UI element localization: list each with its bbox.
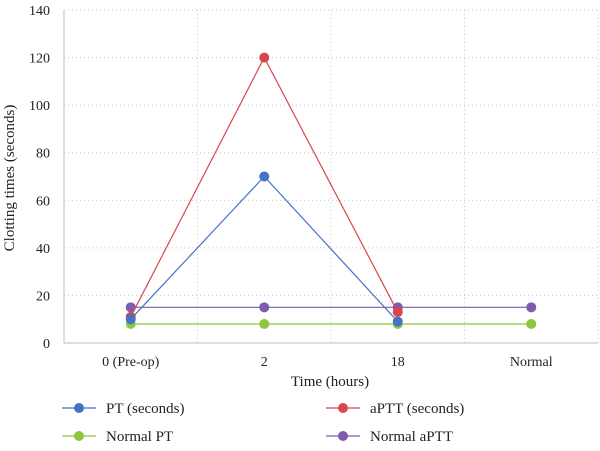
x-axis-title: Time (hours) [291, 374, 369, 390]
legend: PT (seconds) aPTT (seconds) Normal PT Norma… [62, 401, 464, 445]
legend-item: aPTT (seconds) [326, 401, 464, 417]
series-normal-pt [125, 318, 537, 329]
legend-item: Normal aPTT [326, 429, 453, 445]
data-point [259, 302, 270, 313]
y-tick-label: 60 [36, 194, 50, 209]
x-tick-label: 0 (Pre-op) [102, 355, 159, 370]
y-tick-label: 40 [36, 242, 50, 257]
legend-marker [338, 403, 348, 413]
series-lines [125, 52, 537, 329]
legend-label: aPTT (seconds) [370, 401, 464, 417]
legend-item: Normal PT [62, 429, 173, 445]
y-tick-label: 120 [29, 52, 50, 67]
legend-marker [74, 431, 84, 441]
series-line [130, 175, 399, 322]
y-tick-label: 140 [29, 4, 50, 19]
tick-labels: 0 20 40 60 80 100 120 140 0 (Pre-op) 2 18 Normal [29, 4, 553, 370]
x-tick-label: 18 [391, 355, 405, 370]
legend-label: Normal aPTT [370, 429, 453, 445]
data-point [125, 314, 136, 325]
legend-marker [338, 431, 348, 441]
data-point [125, 302, 136, 313]
data-point [526, 318, 537, 329]
data-point [259, 52, 270, 63]
legend-item: PT (seconds) [62, 401, 184, 417]
gridlines [64, 9, 599, 343]
y-tick-label: 100 [29, 99, 50, 114]
y-axis-title: Clotting times (seconds) [2, 105, 18, 252]
legend-marker [74, 403, 84, 413]
legend-label: Normal PT [106, 429, 173, 445]
y-tick-label: 80 [36, 147, 50, 162]
x-tick-label: Normal [510, 355, 553, 370]
data-point [526, 302, 537, 313]
data-point [392, 316, 403, 327]
data-point [259, 171, 270, 182]
legend-label: PT (seconds) [106, 401, 184, 417]
y-tick-label: 20 [36, 289, 50, 304]
data-point [259, 318, 270, 329]
x-tick-label: 2 [261, 355, 268, 370]
series-pt-seconds [125, 171, 403, 327]
axes [63, 10, 598, 344]
y-tick-label: 0 [43, 337, 50, 352]
data-point [392, 307, 403, 318]
